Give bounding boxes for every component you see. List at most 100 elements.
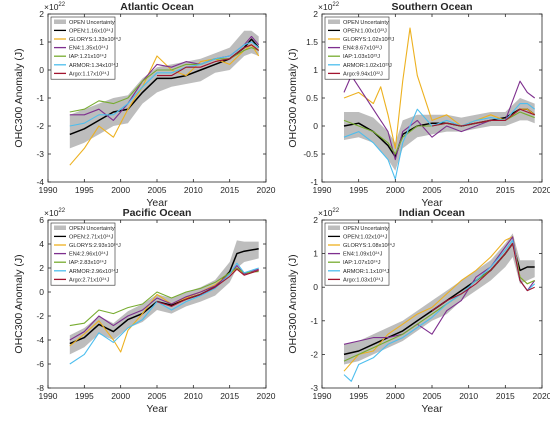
x-tick-label: 2015: [220, 185, 239, 195]
y-tick-label: -3: [310, 383, 318, 393]
legend-label-3: IAP:1.21x10²⁴J: [69, 53, 107, 60]
y-multiplier-base: ×10: [44, 2, 59, 12]
x-tick-label: 1990: [313, 185, 332, 195]
x-tick-label: 1995: [75, 185, 94, 195]
x-tick-label: 2010: [459, 185, 478, 195]
y-tick-label: 0: [39, 65, 44, 75]
y-tick-label: -4: [36, 335, 44, 345]
y-tick-label: -3: [36, 149, 44, 159]
legend: OPEN Uncertainty OPEN:1.00x10²³J GLORYS:1.…: [324, 16, 394, 80]
y-tick-label: -4: [36, 177, 44, 187]
series-line-4: [69, 41, 260, 127]
series-line-3: [69, 47, 259, 113]
y-tick-label: 2: [313, 9, 318, 19]
chart-panel-2: 1990 1995 2000 2005 2010 2015 2020 -8 -6 -4 -2 0 2 4 6…: [13, 207, 276, 415]
chart-panel-3: 1990 1995 2000 2005 2010 2015 2020 -3 -2 -1 0 1 2×10…: [287, 207, 550, 415]
x-tick-label: 2020: [257, 185, 276, 195]
y-multiplier-exponent: 22: [58, 208, 65, 214]
y-tick-label: -1: [310, 316, 318, 326]
x-tick-label: 2020: [533, 391, 550, 401]
legend-label-4: ARMOR:1.1x10²⁴J: [343, 268, 389, 275]
y-multiplier-base: ×10: [318, 208, 333, 218]
chart-title: Indian Ocean: [399, 207, 465, 219]
x-tick-label: 1990: [39, 391, 58, 401]
x-tick-label: 1995: [349, 185, 368, 195]
y-tick-label: -1: [36, 93, 44, 103]
x-tick-label: 2010: [459, 391, 478, 401]
x-tick-label: 2015: [220, 391, 239, 401]
legend-label-5: Argo:1.03x10²⁴J: [343, 276, 384, 283]
legend-label-5: Argo:2.71x10²⁴J: [69, 276, 110, 283]
y-axis-label: OHC300 Anomaly (J): [287, 48, 299, 147]
x-tick-label: 2005: [423, 185, 442, 195]
series-line-5: [431, 108, 535, 127]
y-tick-label: 2: [313, 215, 318, 225]
legend-label-2: EN4:1.09x10²⁴J: [343, 251, 383, 258]
plot-contents: [69, 30, 260, 166]
y-tick-label: -6: [36, 359, 44, 369]
y-tick-label: 0.5: [306, 93, 318, 103]
uncertainty-band: [69, 240, 259, 355]
series-line-4: [69, 262, 259, 365]
x-tick-label: 1995: [349, 391, 368, 401]
legend-label-5: Argo:1.17x10²⁴J: [69, 70, 110, 77]
y-multiplier-base: ×10: [318, 2, 333, 12]
legend-swatch-uncertainty: [328, 19, 340, 24]
y-multiplier-base: ×10: [44, 208, 59, 218]
y-tick-label: 0: [39, 287, 44, 297]
y-tick-label: 1: [313, 249, 318, 259]
plot-contents: [69, 240, 259, 365]
y-multiplier-exponent: 22: [332, 2, 339, 8]
x-axis-label: Year: [146, 403, 168, 415]
y-tick-label: 1: [39, 37, 44, 47]
legend-label-5: Argo:9.94x10²²J: [343, 71, 383, 77]
y-multiplier: ×1022: [318, 2, 340, 12]
chart-title: Pacific Ocean: [123, 207, 192, 219]
legend-label-3: IAP:1.07x10²⁴J: [343, 259, 381, 266]
legend-label-0: OPEN:1.00x10²³J: [343, 28, 387, 34]
legend-label-4: ARMOR:1.34x10²⁴J: [69, 62, 119, 69]
y-tick-label: 0: [313, 121, 318, 131]
y-multiplier: ×1022: [44, 2, 66, 12]
x-tick-label: 2020: [533, 185, 550, 195]
chart-panel-1: 1990 1995 2000 2005 2010 2015 2020 -1 -0.5 0 0.5 1 1…: [287, 1, 550, 209]
legend-label-1: GLORYS:2.93x10²⁴J: [69, 242, 121, 249]
series-line-5: [431, 242, 535, 312]
legend-label-2: EN4:1.35x10²⁴J: [69, 45, 109, 52]
y-tick-label: 1: [313, 65, 318, 75]
y-tick-label: -8: [36, 383, 44, 393]
x-axis-label: Year: [421, 197, 443, 209]
legend-label-2: EN4:2.96x10²⁴J: [69, 251, 109, 258]
y-axis-label: OHC300 Anomaly (J): [13, 48, 25, 147]
legend-label-1: GLORYS:1.33x10²⁴J: [69, 36, 121, 43]
x-axis-label: Year: [421, 403, 443, 415]
series-line-5: [157, 44, 260, 77]
legend-label-0: OPEN:2.71x10²⁴J: [69, 233, 114, 240]
legend-label-uncertainty: OPEN Uncertainty: [343, 20, 389, 26]
legend-label-1: GLORYS:1.08x10²⁴J: [343, 242, 395, 249]
y-tick-label: 2: [39, 263, 44, 273]
plot-contents: [343, 233, 536, 382]
x-tick-label: 1990: [313, 391, 332, 401]
x-tick-label: 2000: [386, 185, 405, 195]
legend-label-0: OPEN:1.02x10²⁴J: [343, 233, 388, 240]
y-tick-label: -2: [310, 349, 318, 359]
legend-label-2: EN4:8.67x10²²J: [343, 46, 382, 52]
legend-label-3: IAP:2.83x10²⁴J: [69, 259, 107, 266]
legend-label-uncertainty: OPEN Uncertainty: [343, 226, 389, 232]
y-axis-label: OHC300 Anomaly (J): [13, 254, 25, 353]
legend-label-1: GLORYS:1.02x10²³J: [343, 37, 394, 43]
y-tick-label: 1.5: [306, 37, 318, 47]
y-tick-label: -0.5: [303, 149, 318, 159]
series-line-2: [343, 75, 536, 161]
series-line-4: [343, 103, 536, 180]
y-tick-label: -2: [36, 311, 44, 321]
chart-title: Southern Ocean: [391, 1, 472, 13]
x-tick-label: 1995: [75, 391, 94, 401]
chart-title: Atlantic Ocean: [120, 1, 194, 13]
legend-label-0: OPEN:1.16x10²⁴J: [69, 27, 114, 34]
plot-contents: [343, 27, 536, 180]
